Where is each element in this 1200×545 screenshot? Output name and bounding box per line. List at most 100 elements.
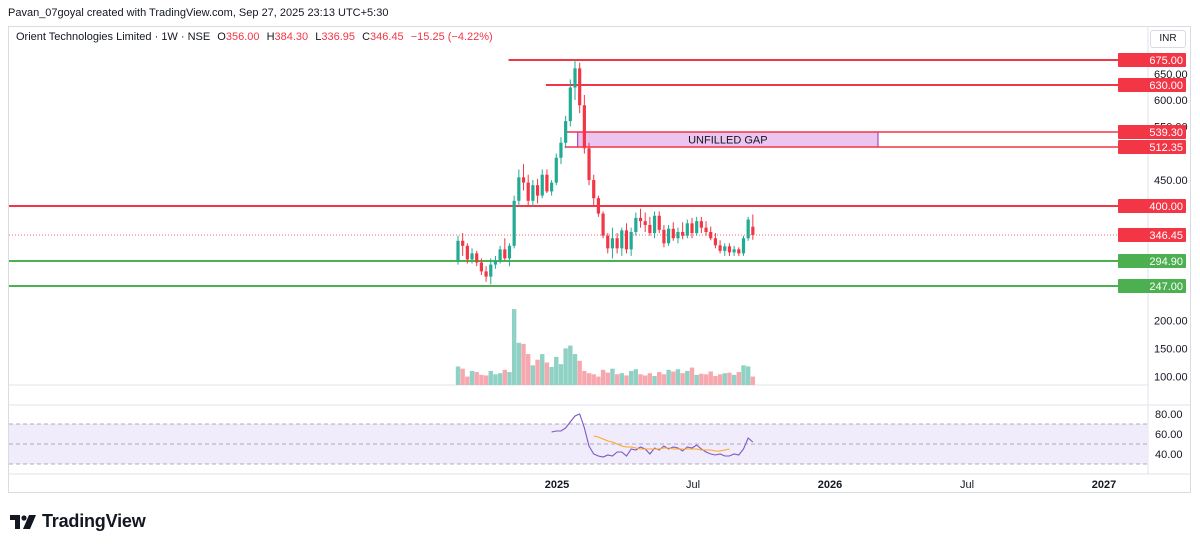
candle-body (615, 238, 619, 249)
volume-bar (675, 369, 681, 385)
volume-bar (511, 309, 517, 385)
volume-bar (671, 371, 676, 385)
candle-body (727, 246, 732, 253)
volume-bar (605, 372, 610, 385)
candle-body (596, 198, 600, 214)
tradingview-brand: TradingView (10, 511, 146, 532)
volume-bar (544, 362, 550, 385)
level-label-539-30: 539.30 (1149, 127, 1183, 139)
candle-body (587, 148, 591, 180)
volume-bar (483, 375, 489, 385)
volume-bar (722, 373, 727, 385)
close-value: 346.45 (370, 31, 404, 43)
candle-body (479, 262, 483, 272)
level-label-247-00: 247.00 (1149, 281, 1183, 293)
volume-bar (614, 374, 620, 385)
volume-bar (568, 345, 573, 385)
low-value: 336.95 (321, 31, 356, 43)
volume-bar (479, 374, 484, 385)
volume-bar (680, 373, 685, 385)
candle-body (484, 271, 488, 277)
candle-body (713, 238, 717, 246)
volume-bar (530, 365, 536, 385)
volume-bar (493, 374, 498, 385)
volume-bar (703, 374, 709, 385)
candle-body (606, 235, 610, 249)
volume-bar (572, 354, 578, 385)
volume-bar (666, 369, 671, 385)
volume-bar (540, 354, 545, 385)
candle-body (704, 227, 708, 232)
time-axis-tick-label: 2027 (1092, 479, 1116, 491)
volume-bar (516, 342, 522, 385)
open-value: 356.00 (225, 31, 260, 43)
candle-body (531, 185, 535, 201)
volume-bar (657, 372, 662, 385)
currency-button[interactable]: INR (1150, 30, 1186, 48)
candle-body (751, 226, 755, 235)
chart-byline: Pavan_07goyal created with TradingView.c… (8, 7, 389, 19)
price-axis-tick-label: 100.00 (1154, 372, 1188, 384)
level-label-630-00-tag (1118, 78, 1186, 92)
candle-body (657, 215, 661, 230)
candle-body (550, 182, 554, 192)
candle-body (493, 260, 498, 265)
volume-bar (689, 367, 695, 385)
volume-bar (596, 376, 601, 385)
candle-body (638, 217, 643, 222)
volume-bar (610, 368, 615, 385)
candle-body (540, 174, 544, 196)
unfilled-gap-label: UNFILLED GAP (688, 135, 767, 147)
candle-body (554, 157, 558, 183)
volume-bar (465, 376, 470, 385)
candle-body (690, 223, 694, 234)
candle-body (676, 231, 680, 239)
candle-body (681, 231, 685, 236)
candle-body (648, 224, 652, 234)
high-value: 384.30 (274, 31, 309, 43)
candle-body (465, 245, 469, 260)
low-label: L (315, 31, 322, 43)
volume-bar (549, 367, 554, 385)
change-value: −15.25 (−4.22%) (410, 31, 493, 43)
volume-bar (521, 343, 526, 385)
candle-body (709, 231, 713, 239)
candle-body (624, 230, 629, 250)
level-label-630-00: 630.00 (1149, 80, 1183, 92)
candle-body (592, 180, 596, 199)
close-label: C (362, 31, 371, 43)
volume-bar (652, 376, 657, 385)
volume-bar (699, 373, 704, 385)
volume-bar (563, 348, 568, 385)
symbol-title[interactable]: Orient Technologies Limited · 1W · NSE (16, 31, 211, 43)
price-axis-tick-label: 600.00 (1154, 95, 1188, 107)
rsi-line (551, 413, 754, 458)
tradingview-logo-icon (10, 514, 36, 529)
candle-body (475, 253, 479, 263)
volume-bar (727, 372, 732, 385)
symbol-legend: Orient Technologies Limited · 1W · NSE O… (16, 31, 493, 43)
time-axis-tick-label: 2025 (545, 479, 569, 491)
candle-body (470, 253, 474, 260)
level-label-512-35-tag (1118, 140, 1186, 154)
volume-bar (586, 373, 592, 385)
volume-bar (554, 356, 559, 385)
volume-bar (474, 372, 479, 385)
volume-bar (558, 364, 564, 385)
level-label-400-00-tag (1118, 199, 1186, 213)
volume-bar (600, 369, 606, 385)
time-axis-tick-label: 2026 (818, 479, 842, 491)
volume-bar (750, 376, 756, 385)
volume-bar (624, 375, 629, 385)
candle-body (512, 200, 516, 246)
volume-bar (591, 374, 596, 385)
candle-body (521, 177, 526, 183)
candle-body (535, 185, 540, 196)
candle-body (507, 245, 512, 259)
volume-bar (643, 375, 648, 385)
price-axis-tick-label: 200.00 (1154, 315, 1188, 327)
candle-body (564, 121, 568, 143)
candle-body (695, 221, 699, 234)
candle-body (498, 249, 502, 261)
